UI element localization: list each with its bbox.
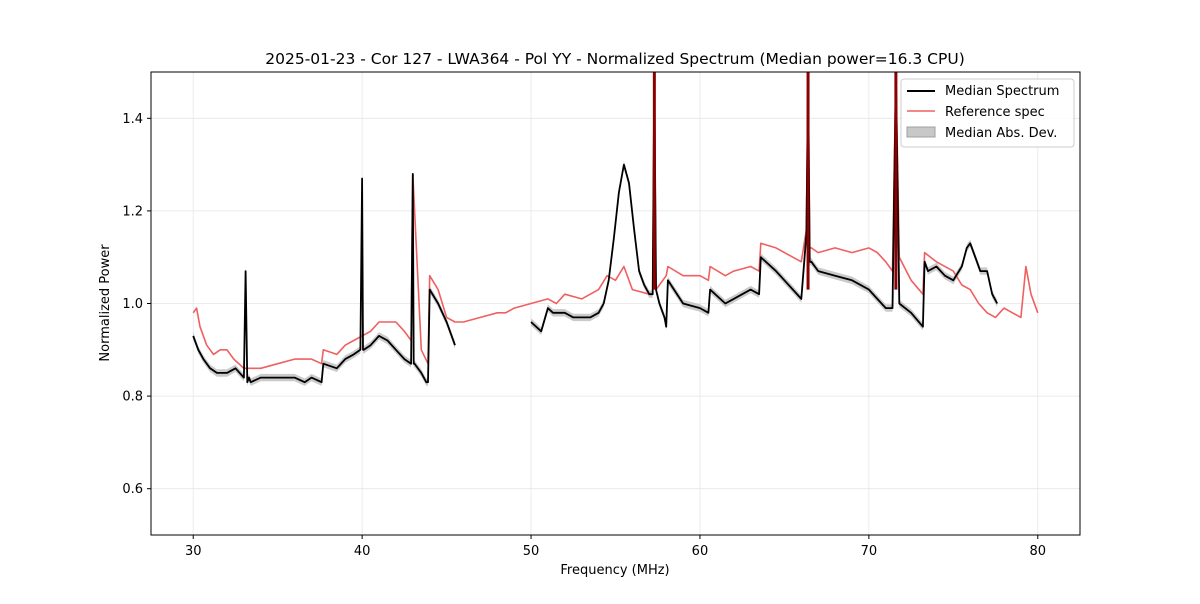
y-tick-label: 1.4 [122,112,143,127]
y-tick-label: 0.8 [122,390,143,405]
x-tick-label: 50 [523,544,540,559]
x-tick-label: 80 [1029,544,1046,559]
legend-mad-swatch [906,126,936,138]
y-tick-label: 1.2 [122,204,143,219]
x-tick-label: 40 [354,544,371,559]
x-ticks: 30 40 50 60 70 80 [185,535,1046,559]
y-axis-label: Normalized Power [98,244,113,362]
x-tick-label: 70 [861,544,878,559]
chart-title: 2025-01-23 - Cor 127 - LWA364 - Pol YY -… [265,50,965,68]
x-tick-label: 30 [185,544,202,559]
y-ticks: 0.6 0.8 1.0 1.2 1.4 [122,112,151,497]
median-series [192,72,998,384]
x-axis-label: Frequency (MHz) [560,563,669,578]
legend-median-label: Median Spectrum [945,84,1059,99]
legend-box [900,78,1075,148]
y-tick-label: 0.6 [122,482,143,497]
legend-mad-label: Median Abs. Dev. [945,126,1057,141]
median-spectrum-line [192,172,456,384]
median-spectrum-line [530,72,998,333]
legend-reference-label: Reference spec [945,105,1045,120]
y-tick-label: 1.0 [122,297,143,312]
legend: Median Spectrum Reference spec Median Ab… [900,78,1075,148]
x-tick-label: 60 [692,544,709,559]
